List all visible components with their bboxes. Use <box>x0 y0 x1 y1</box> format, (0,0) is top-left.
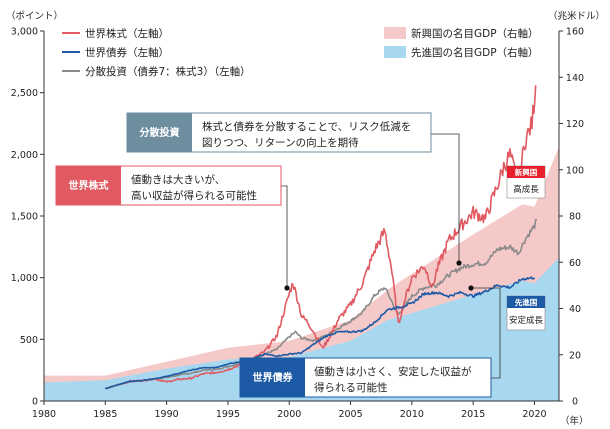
left-tick-label: 1,000 <box>11 273 38 284</box>
x-tick-label: 1995 <box>216 409 240 420</box>
legend-developed-label: 先進国の名目GDP（右軸） <box>411 46 539 59</box>
annotation-bond-line1: 値動きは小さく、安定した収益が <box>314 365 472 378</box>
annotation-equity: 世界株式 値動きは大きいが、 高い収益が得られる可能性 <box>55 165 282 206</box>
legend-emerging-swatch <box>384 27 406 39</box>
right-axis-unit: （兆米ドル） <box>548 10 605 22</box>
badge-developed-bottom: 安定成長 <box>509 315 544 326</box>
bond-dot <box>468 285 474 291</box>
annotation-diversify: 分散投資 株式と債券を分散することで、リスク低減を 図りつつ、リターンの向上を期… <box>126 112 432 153</box>
right-tick-label: 140 <box>566 73 584 84</box>
x-tick-label: 2010 <box>400 409 424 420</box>
diversify-leader <box>430 133 460 262</box>
x-tick-label: 2015 <box>461 409 485 420</box>
legend-equity-label: 世界株式（左軸） <box>85 27 169 40</box>
left-tick-label: 500 <box>20 335 38 346</box>
annotation-bond-head-bg <box>240 358 305 397</box>
series-lines <box>105 85 537 390</box>
equity-dot <box>284 285 290 291</box>
leader-dots <box>284 260 474 291</box>
right-tick-label: 60 <box>569 258 581 269</box>
x-axis-unit: （年） <box>560 415 589 427</box>
badge-emerging: 新興国 高成長 <box>506 165 546 199</box>
badge-developed: 先進国 安定成長 <box>506 295 546 331</box>
axes: 0 500 1,000 1,500 2,000 2,500 3,000 0 20 40 60 80 10… <box>11 27 584 421</box>
equity-leader <box>281 185 288 288</box>
left-tick-label: 3,000 <box>11 27 38 38</box>
x-tick-label: 2020 <box>522 409 546 420</box>
series-bond-line <box>105 276 536 390</box>
left-tick-label: 0 <box>32 397 38 408</box>
legend-mix-label: 分散投資（債券7：株式3）（左軸） <box>85 65 251 78</box>
legend: 世界株式（左軸） 世界債券（左軸） 分散投資（債券7：株式3）（左軸） 新興国の… <box>62 27 539 78</box>
legend-emerging-label: 新興国の名目GDP（右軸） <box>411 27 539 40</box>
right-tick-label: 20 <box>569 350 581 361</box>
badge-developed-top: 先進国 <box>515 297 538 307</box>
right-tick-label: 160 <box>566 27 584 38</box>
right-tick-label: 0 <box>572 397 578 408</box>
legend-developed-swatch <box>384 46 406 58</box>
badge-emerging-top: 新興国 <box>515 167 538 177</box>
annotation-diversify-line2: 図りつつ、リターンの向上を期待 <box>202 136 359 149</box>
annotation-equity-head-bg <box>56 166 121 205</box>
right-tick-label: 120 <box>566 119 584 130</box>
right-tick-label: 40 <box>569 304 581 315</box>
x-tick-label: 2000 <box>277 409 301 420</box>
badge-emerging-bottom: 高成長 <box>513 184 539 195</box>
left-tick-label: 2,000 <box>11 150 38 161</box>
x-tick-label: 1980 <box>32 409 56 420</box>
annotation-diversify-head-bg <box>127 113 192 152</box>
x-tick-label: 2005 <box>338 409 362 420</box>
annotation-equity-head: 世界株式 <box>69 179 109 192</box>
badge-emerging-top-bg <box>507 166 545 178</box>
series-mix-line <box>105 218 537 390</box>
right-tick-label: 80 <box>569 212 581 223</box>
left-tick-label: 1,500 <box>11 212 38 223</box>
annotation-equity-line2: 高い収益が得られる可能性 <box>131 189 257 202</box>
x-tick-label: 1985 <box>93 409 117 420</box>
left-axis-unit: （ポイント） <box>6 10 63 22</box>
annotation-equity-line1: 値動きは大きいが、 <box>131 173 225 186</box>
badge-developed-top-bg <box>507 296 545 308</box>
bond-leader <box>471 287 501 379</box>
left-tick-label: 2,500 <box>11 88 38 99</box>
legend-bond-label: 世界債券（左軸） <box>85 46 169 59</box>
annotation-bond: 世界債券 値動きは小さく、安定した収益が 得られる可能性 <box>239 357 492 398</box>
annotation-bond-head: 世界債券 <box>253 371 294 384</box>
annotation-diversify-head: 分散投資 <box>140 126 180 139</box>
annotation-diversify-line1: 株式と債券を分散することで、リスク低減を <box>202 120 411 133</box>
series-equity-line <box>105 85 537 390</box>
diversify-dot <box>456 260 462 266</box>
x-tick-label: 1990 <box>155 409 179 420</box>
leader-lines <box>281 133 501 379</box>
right-tick-label: 100 <box>566 165 584 176</box>
annotation-bond-line2: 得られる可能性 <box>314 381 388 394</box>
